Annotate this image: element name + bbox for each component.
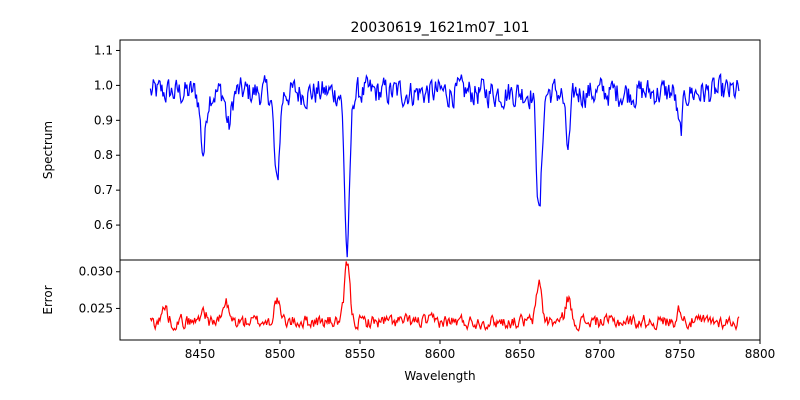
spectrum-y-tick-label: 0.8 [94, 148, 113, 162]
spectrum-y-tick-label: 1.0 [94, 78, 113, 92]
x-tick-label: 8550 [345, 347, 376, 361]
chart-title: 20030619_1621m07_101 [350, 20, 529, 36]
spectrum-series-line [149, 72, 740, 258]
error-series-line [149, 261, 740, 332]
x-tick-label: 8750 [665, 347, 696, 361]
error-y-axis-label: Error [41, 285, 55, 314]
x-tick-label: 8500 [265, 347, 296, 361]
x-axis-label: Wavelength [404, 369, 475, 383]
spectrum-y-axis-label: Spectrum [41, 121, 55, 179]
error-y-tick-label: 0.025 [79, 301, 113, 315]
spectrum-y-tick-label: 0.7 [94, 183, 113, 197]
x-tick-label: 8450 [185, 347, 216, 361]
spectrum-y-tick-label: 1.1 [94, 43, 113, 57]
error-panel: 0.025 0.030 8450 8500 8550 8600 8650 8700 8750 8… [41, 259, 776, 383]
x-tick-label: 8700 [585, 347, 616, 361]
x-tick-label: 8650 [505, 347, 536, 361]
x-tick-label: 8600 [425, 347, 456, 361]
x-tick-label: 8800 [745, 347, 776, 361]
spectrum-y-tick-label: 0.9 [94, 113, 113, 127]
spectrum-y-tick-label: 0.6 [94, 218, 113, 232]
error-y-tick-label: 0.030 [79, 265, 113, 279]
